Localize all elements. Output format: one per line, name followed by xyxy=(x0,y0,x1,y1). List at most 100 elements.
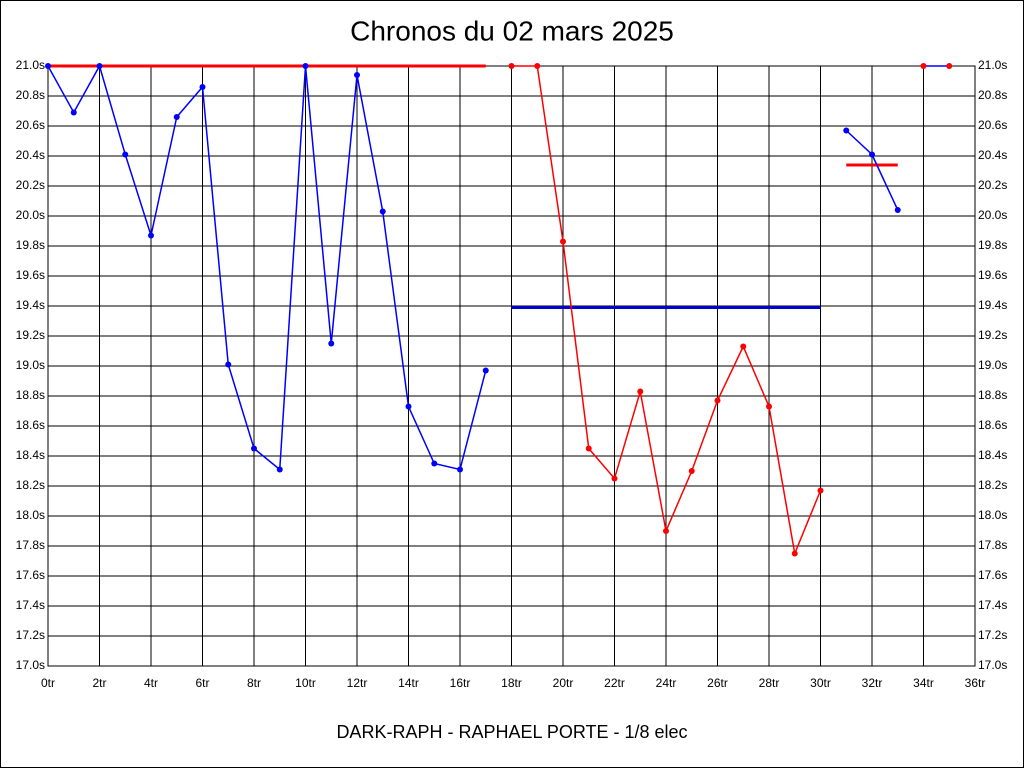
point xyxy=(96,63,103,69)
x-tick-label: 10tr xyxy=(295,676,316,690)
y-tick-label: 20.0s xyxy=(16,208,45,222)
x-tick-label: 16tr xyxy=(450,676,471,690)
y-tick-label: 17.2s xyxy=(16,628,45,642)
y2-tick-label: 19.2s xyxy=(978,328,1007,342)
point xyxy=(173,114,180,120)
point xyxy=(637,388,644,395)
y2-tick-label: 18.4s xyxy=(978,448,1007,462)
point xyxy=(946,63,953,69)
y2-tick-label: 19.4s xyxy=(978,298,1007,312)
point xyxy=(431,460,438,467)
y2-tick-label: 20.2s xyxy=(978,178,1007,192)
y2-tick-label: 17.8s xyxy=(978,538,1007,552)
x-tick-label: 14tr xyxy=(398,676,419,690)
point xyxy=(920,63,927,69)
y-tick-label: 18.6s xyxy=(16,418,45,432)
y2-tick-label: 20.0s xyxy=(978,208,1007,222)
y-tick-label: 19.2s xyxy=(16,328,45,342)
y-tick-label: 19.0s xyxy=(16,358,45,372)
x-tick-label: 26tr xyxy=(707,676,728,690)
y-tick-label: 17.8s xyxy=(16,538,45,552)
y-tick-label: 21.0s xyxy=(16,58,45,72)
x-tick-label: 32tr xyxy=(862,676,883,690)
x-tick-label: 20tr xyxy=(553,676,574,690)
y2-tick-label: 17.4s xyxy=(978,598,1007,612)
point xyxy=(457,466,463,473)
y2-tick-label: 19.0s xyxy=(978,358,1007,372)
y-tick-label: 17.6s xyxy=(16,568,45,582)
series-line xyxy=(47,64,487,472)
point xyxy=(482,367,489,374)
point xyxy=(148,232,154,239)
point xyxy=(251,445,257,452)
y-tick-label: 17.4s xyxy=(16,598,45,612)
x-tick-label: 2tr xyxy=(92,676,106,690)
point xyxy=(791,550,798,557)
point xyxy=(740,343,747,350)
point xyxy=(560,238,566,245)
chart-title: Chronos du 02 mars 2025 xyxy=(350,15,674,46)
point xyxy=(199,84,206,90)
point xyxy=(508,63,515,69)
y2-tick-label: 18.8s xyxy=(978,388,1007,402)
x-tick-label: 30tr xyxy=(810,676,831,690)
point xyxy=(766,403,772,410)
y-tick-label: 19.6s xyxy=(16,268,45,282)
y-tick-label: 18.0s xyxy=(16,508,45,522)
point xyxy=(843,127,850,134)
y2-tick-label: 17.2s xyxy=(978,628,1007,642)
x-tick-label: 0tr xyxy=(41,676,55,690)
point xyxy=(70,109,77,116)
point xyxy=(225,361,232,368)
y2-tick-label: 17.6s xyxy=(978,568,1007,582)
y-tick-label: 20.4s xyxy=(16,148,45,162)
y-tick-label: 20.2s xyxy=(16,178,45,192)
point xyxy=(869,151,875,158)
y-tick-label: 20.6s xyxy=(16,118,45,132)
point xyxy=(302,63,309,69)
y2-tick-label: 19.8s xyxy=(978,238,1007,252)
point xyxy=(276,466,283,473)
point xyxy=(817,487,824,494)
x-tick-label: 8tr xyxy=(247,676,261,690)
y2-tick-label: 17.0s xyxy=(978,658,1007,672)
point xyxy=(45,63,51,69)
y-tick-label: 17.0s xyxy=(16,658,45,672)
point xyxy=(714,397,721,404)
point xyxy=(379,208,386,215)
y2-tick-label: 21.0s xyxy=(978,58,1007,72)
x-tick-label: 12tr xyxy=(347,676,368,690)
y-tick-label: 18.8s xyxy=(16,388,45,402)
y-tick-label: 19.8s xyxy=(16,238,45,252)
y-tick-label: 18.4s xyxy=(16,448,45,462)
x-tick-label: 6tr xyxy=(195,676,209,690)
y2-tick-label: 18.0s xyxy=(978,508,1007,522)
point xyxy=(405,403,412,410)
x-tick-label: 22tr xyxy=(604,676,625,690)
point xyxy=(534,63,541,69)
point xyxy=(328,340,335,347)
y-tick-label: 18.2s xyxy=(16,478,45,492)
y2-tick-label: 19.6s xyxy=(978,268,1007,282)
point xyxy=(354,72,360,78)
x-tick-label: 18tr xyxy=(501,676,522,690)
point xyxy=(611,475,618,482)
point xyxy=(688,468,695,474)
y2-tick-label: 20.6s xyxy=(978,118,1007,132)
x-tick-label: 24tr xyxy=(656,676,677,690)
point xyxy=(585,445,592,452)
point xyxy=(894,207,901,213)
point xyxy=(122,151,129,158)
y2-tick-label: 18.6s xyxy=(978,418,1007,432)
x-tick-label: 34tr xyxy=(913,676,934,690)
x-tick-label: 4tr xyxy=(144,676,158,690)
y2-tick-label: 20.8s xyxy=(978,88,1007,102)
x-tick-label: 28tr xyxy=(759,676,780,690)
point xyxy=(663,528,669,534)
footer: DARK-RAPH - RAPHAEL PORTE - 1/8 elec xyxy=(336,722,687,742)
y-tick-label: 19.4s xyxy=(16,298,45,312)
x-tick-label: 36tr xyxy=(965,676,986,690)
y-tick-label: 20.8s xyxy=(16,88,45,102)
y2-tick-label: 18.2s xyxy=(978,478,1007,492)
